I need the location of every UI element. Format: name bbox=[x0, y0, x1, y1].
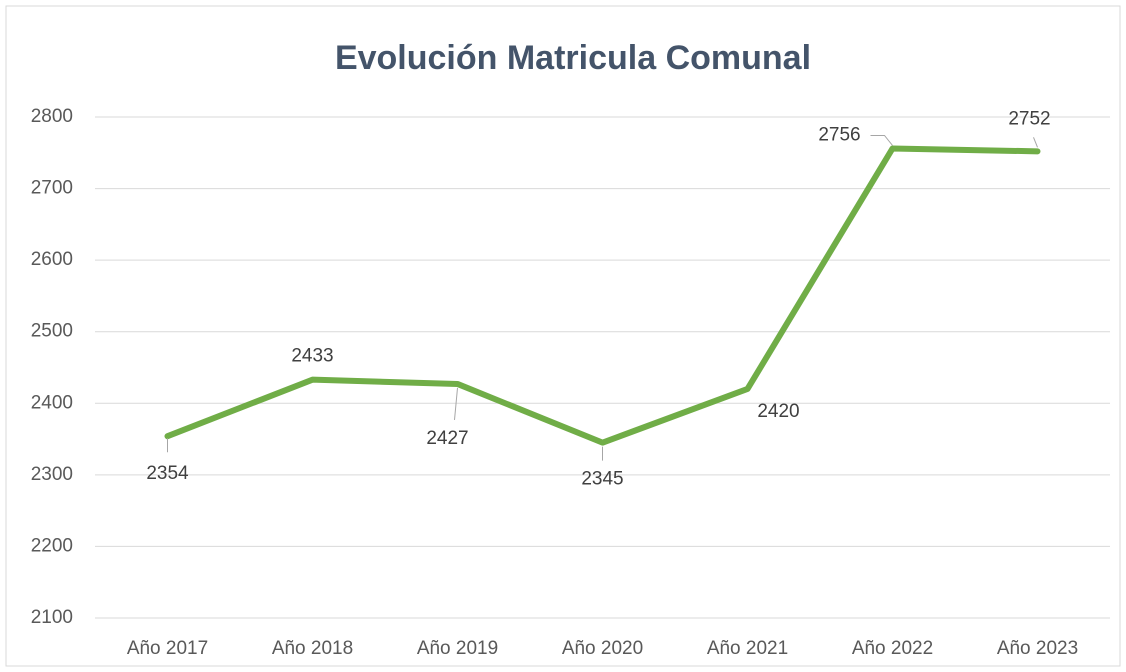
data-label: 2420 bbox=[757, 401, 799, 422]
y-tick-label: 2800 bbox=[31, 106, 73, 127]
data-label: 2433 bbox=[291, 346, 333, 367]
y-tick-label: 2500 bbox=[31, 321, 73, 342]
x-tick-label: Año 2022 bbox=[852, 638, 933, 659]
data-label: 2427 bbox=[426, 428, 468, 449]
x-tick-label: Año 2021 bbox=[707, 638, 788, 659]
x-tick-label: Año 2019 bbox=[417, 638, 498, 659]
x-tick-label: Año 2017 bbox=[127, 638, 208, 659]
y-tick-label: 2300 bbox=[31, 464, 73, 485]
x-tick-label: Año 2018 bbox=[272, 638, 353, 659]
y-tick-label: 2400 bbox=[31, 392, 73, 413]
data-line bbox=[164, 145, 1041, 446]
data-label: 2354 bbox=[146, 463, 189, 484]
leader-line bbox=[454, 387, 458, 421]
chart-border bbox=[5, 5, 1121, 667]
y-tick-label: 2700 bbox=[31, 178, 73, 199]
chart-title: Evolución Matricula Comunal bbox=[335, 39, 811, 77]
y-tick-label: 2100 bbox=[31, 607, 73, 628]
y-tick-label: 2600 bbox=[31, 249, 73, 270]
data-label: 2756 bbox=[818, 125, 860, 146]
y-tick-label: 2200 bbox=[31, 535, 73, 556]
leader-line bbox=[870, 134, 893, 146]
data-label: 2345 bbox=[581, 469, 623, 490]
x-tick-label: Año 2020 bbox=[562, 638, 643, 659]
data-label: 2752 bbox=[1008, 108, 1050, 129]
leader-line bbox=[1033, 137, 1038, 148]
x-tick-label: Año 2023 bbox=[997, 638, 1078, 659]
